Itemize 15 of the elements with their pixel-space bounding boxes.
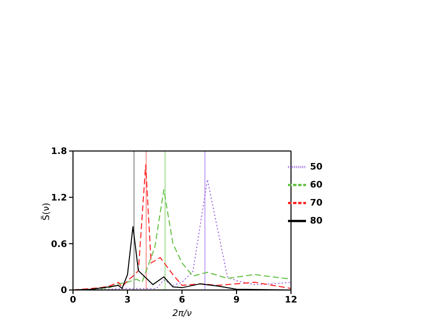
legend-label: 70	[310, 198, 323, 208]
x-tick-label: 3	[124, 295, 131, 306]
legend-label: 50	[310, 162, 323, 172]
y-tick-label: 1.8	[51, 147, 67, 158]
y-tick-label: 0.6	[51, 240, 67, 250]
legend-label: 60	[310, 180, 323, 190]
y-axis-title: S̃(ν)	[40, 202, 52, 220]
x-tick-label: 6	[178, 295, 186, 306]
y-tick-label: 0	[60, 286, 67, 296]
x-tick-label: 0	[70, 295, 76, 306]
legend-label: 80	[310, 216, 323, 226]
x-tick-label: 12	[284, 295, 298, 306]
x-axis-title: 2π/ν	[172, 309, 192, 319]
x-tick-label: 9	[233, 295, 240, 306]
y-tick-label: 1.2	[51, 194, 67, 204]
